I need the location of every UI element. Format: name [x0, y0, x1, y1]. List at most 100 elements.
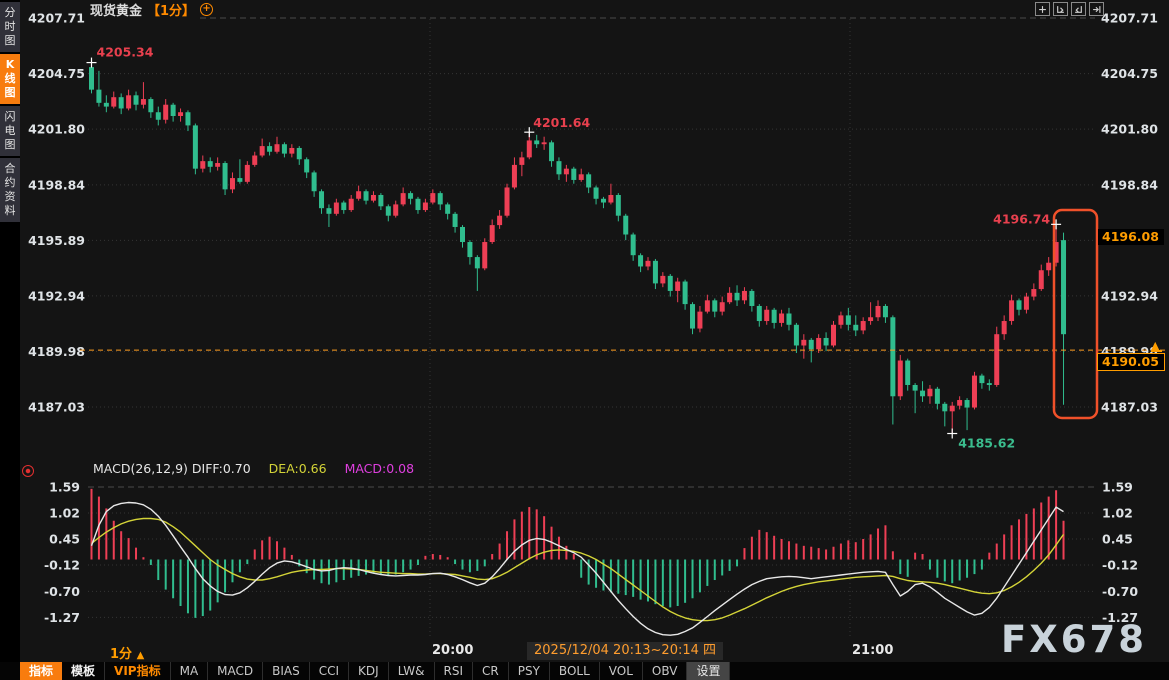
candle-body: [497, 215, 503, 226]
tab-boll[interactable]: BOLL: [550, 662, 600, 680]
candle-body: [363, 191, 369, 201]
candle-body: [593, 187, 599, 199]
indicator-settings-icon[interactable]: [22, 465, 34, 477]
candle-body: [482, 242, 488, 269]
tab-settings[interactable]: 设置: [687, 662, 731, 680]
candle-body: [1009, 300, 1015, 322]
candle-body: [875, 305, 881, 318]
brand-watermark: FX678: [1000, 618, 1147, 661]
candle-body: [860, 321, 866, 331]
candle-body: [994, 334, 1000, 385]
tab-cci[interactable]: CCI: [310, 662, 350, 680]
candle-body: [126, 95, 132, 109]
candle-body: [304, 159, 310, 173]
tab-ma[interactable]: MA: [171, 662, 209, 680]
macd-axis-label: 0.45: [49, 531, 80, 546]
tab-vol[interactable]: VOL: [600, 662, 643, 680]
candle-body: [467, 242, 473, 258]
chart-tools: [1035, 2, 1104, 16]
chart-title: 现货黄金 【1分】 +: [90, 1, 214, 19]
y-axis-label: 4195.89: [28, 233, 85, 248]
price-annotation: 4185.62: [958, 436, 1015, 451]
sidebar-item-time-chart[interactable]: 分时图: [0, 2, 20, 52]
candle-body: [504, 187, 510, 216]
y-axis-label: 4204.75: [28, 66, 85, 81]
y-axis-label: 4207.71: [28, 11, 85, 26]
candle-body: [979, 375, 985, 384]
candle-body: [415, 198, 421, 211]
time-axis-label: 21:00: [852, 643, 894, 658]
candle-body: [103, 102, 109, 107]
candle-body: [289, 147, 295, 154]
axis-fit-left-icon[interactable]: [1053, 2, 1068, 16]
candle-body: [697, 311, 703, 329]
macd-header: MACD(26,12,9) DIFF:0.70 DEA:0.66 MACD:0.…: [93, 461, 414, 476]
tab-macd[interactable]: MACD: [208, 662, 264, 680]
candle-body: [326, 208, 332, 214]
period-badge: 【1分】: [147, 3, 196, 19]
axis-fit-right-icon[interactable]: [1071, 2, 1086, 16]
tab-bias[interactable]: BIAS: [263, 662, 310, 680]
sidebar-item-contract-info[interactable]: 合约资料: [0, 158, 20, 222]
candle-body: [764, 309, 770, 322]
price-annotation: 4196.74: [993, 211, 1050, 226]
candle-body: [652, 260, 658, 284]
last-close-marker: 4196.08: [1098, 228, 1164, 245]
axis-shift-icon[interactable]: [1089, 2, 1104, 16]
period-selector[interactable]: 1分 ▲: [110, 647, 145, 662]
tab-rsi[interactable]: RSI: [435, 662, 474, 680]
y-axis-label: 4198.84: [1101, 177, 1158, 192]
candle-body: [534, 140, 540, 145]
highlight-box: [1052, 208, 1099, 420]
price-annotation: 4205.34: [97, 45, 154, 60]
candle-body: [623, 215, 629, 235]
candle-body: [222, 163, 228, 190]
candle-body: [133, 95, 139, 105]
candle-body: [905, 360, 911, 385]
candle-body: [556, 161, 562, 175]
candle-body: [215, 163, 221, 167]
candle-body: [511, 164, 517, 188]
time-axis-label: 20:00: [432, 643, 474, 658]
crosshair-icon[interactable]: [1035, 2, 1050, 16]
candle-body: [838, 315, 844, 325]
candle-body: [949, 405, 955, 412]
candle-body: [452, 213, 458, 227]
candle-body: [1016, 300, 1022, 310]
scroll-to-latest-icon[interactable]: ▲: [1151, 340, 1162, 352]
macd-axis-label: -1.27: [44, 610, 80, 625]
y-axis-label: 4204.75: [1101, 66, 1158, 81]
candle-body: [207, 161, 213, 167]
y-axis-label: 4207.71: [1101, 11, 1158, 26]
bottom-toolbar: 指标 模板 VIP指标 MA MACD BIAS CCI KDJ LW& RSI CR PSY BOLL…: [0, 662, 1169, 680]
candle-body: [370, 195, 376, 201]
tab-kdj[interactable]: KDJ: [349, 662, 389, 680]
candle-body: [727, 292, 733, 303]
tab-obv[interactable]: OBV: [643, 662, 688, 680]
candle-body: [385, 206, 391, 216]
candle-body: [986, 383, 992, 385]
tab-lw[interactable]: LW&: [389, 662, 435, 680]
candle-body: [756, 305, 762, 322]
tab-psy[interactable]: PSY: [509, 662, 550, 680]
candle-body: [793, 324, 799, 346]
candle-body: [630, 234, 636, 256]
tab-template[interactable]: 模板: [62, 662, 106, 680]
candle-body: [608, 195, 614, 203]
tab-cr[interactable]: CR: [473, 662, 509, 680]
circle-plus-icon[interactable]: +: [200, 2, 214, 16]
candle-body: [422, 202, 428, 211]
y-axis-label: 4201.80: [1101, 122, 1158, 137]
candle-body: [460, 226, 465, 243]
candle-body: [920, 390, 926, 397]
tab-indicator[interactable]: 指标: [20, 662, 63, 680]
candle-body: [259, 146, 265, 156]
sidebar-item-flash-chart[interactable]: 闪电图: [0, 106, 20, 156]
tab-vip-indicator[interactable]: VIP指标: [105, 662, 171, 680]
candle-body: [719, 302, 725, 312]
candle-body: [400, 193, 406, 205]
chart-canvas[interactable]: 4207.71 4207.71 4204.75 4204.75 4201.80 4201.…: [0, 0, 1169, 662]
candle-body: [356, 191, 362, 199]
